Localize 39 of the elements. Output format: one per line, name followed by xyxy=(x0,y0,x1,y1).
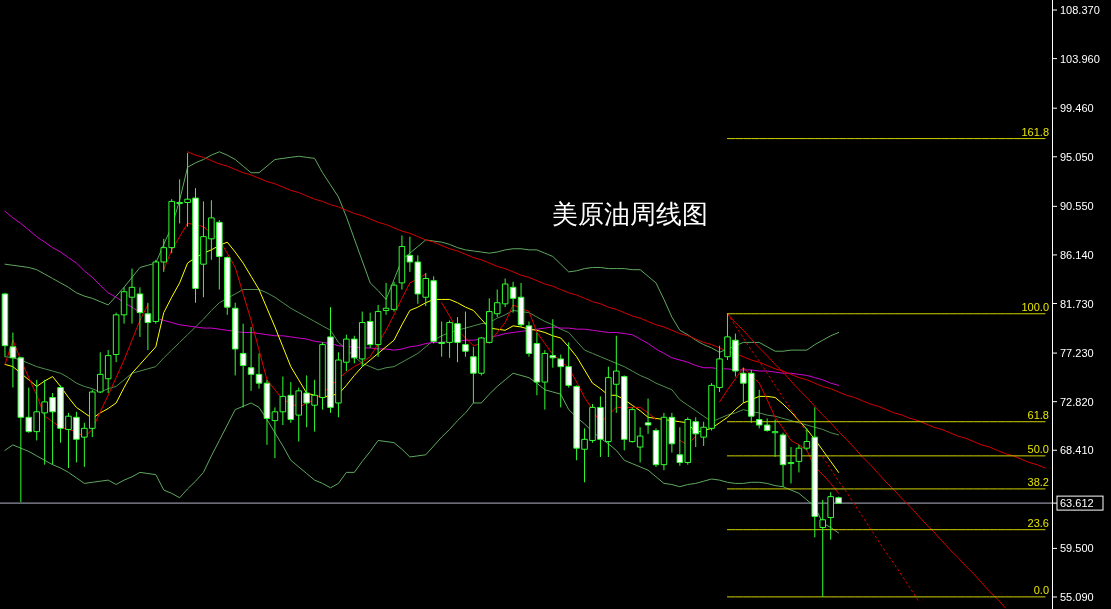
annotation: 61.8 xyxy=(1027,408,1049,421)
candlestick xyxy=(787,446,795,484)
line-series xyxy=(4,289,840,436)
annotation: 50.0 xyxy=(1027,442,1049,455)
candlestick xyxy=(652,427,660,468)
candlestick xyxy=(819,499,827,598)
annotation: 0.0 xyxy=(1033,583,1049,596)
y-tick-label: 59.500 xyxy=(1060,542,1094,555)
y-tick-label: 108.370 xyxy=(1060,4,1100,17)
candlestick xyxy=(779,432,787,488)
candlestick xyxy=(390,281,398,313)
y-tick-label: 103.960 xyxy=(1060,52,1100,65)
candlestick xyxy=(128,268,136,325)
line-series xyxy=(4,151,840,353)
y-tick-label: 99.460 xyxy=(1060,102,1094,115)
candlestick xyxy=(231,302,239,376)
y-tick-label: 86.140 xyxy=(1060,248,1094,261)
annotation: 38.2 xyxy=(1027,475,1049,488)
candlestick xyxy=(136,286,144,338)
candlestick xyxy=(644,398,652,435)
y-tick-label: 95.050 xyxy=(1060,150,1094,163)
line-series xyxy=(4,372,840,534)
y-tick-label: 55.090 xyxy=(1060,590,1094,603)
y-tick-label: 81.730 xyxy=(1060,297,1094,310)
y-tick-label: 72.820 xyxy=(1060,395,1094,408)
candlestick xyxy=(771,419,779,458)
text: 美原油周线图 xyxy=(552,199,708,229)
annotation: 23.6 xyxy=(1027,516,1049,529)
y-tick-label: 77.230 xyxy=(1060,347,1094,360)
annotation: 100.0 xyxy=(1021,300,1049,313)
y-tick-label: 90.550 xyxy=(1060,200,1094,213)
candlestick xyxy=(382,282,390,316)
candlestick xyxy=(462,311,469,358)
candlestick xyxy=(223,255,231,316)
candlestick xyxy=(1,292,9,358)
annotation: 161.8 xyxy=(1021,125,1049,138)
y-tick-label: 63.612 xyxy=(1060,497,1094,510)
y-tick-label: 68.410 xyxy=(1060,444,1094,457)
candlestick xyxy=(239,323,247,408)
